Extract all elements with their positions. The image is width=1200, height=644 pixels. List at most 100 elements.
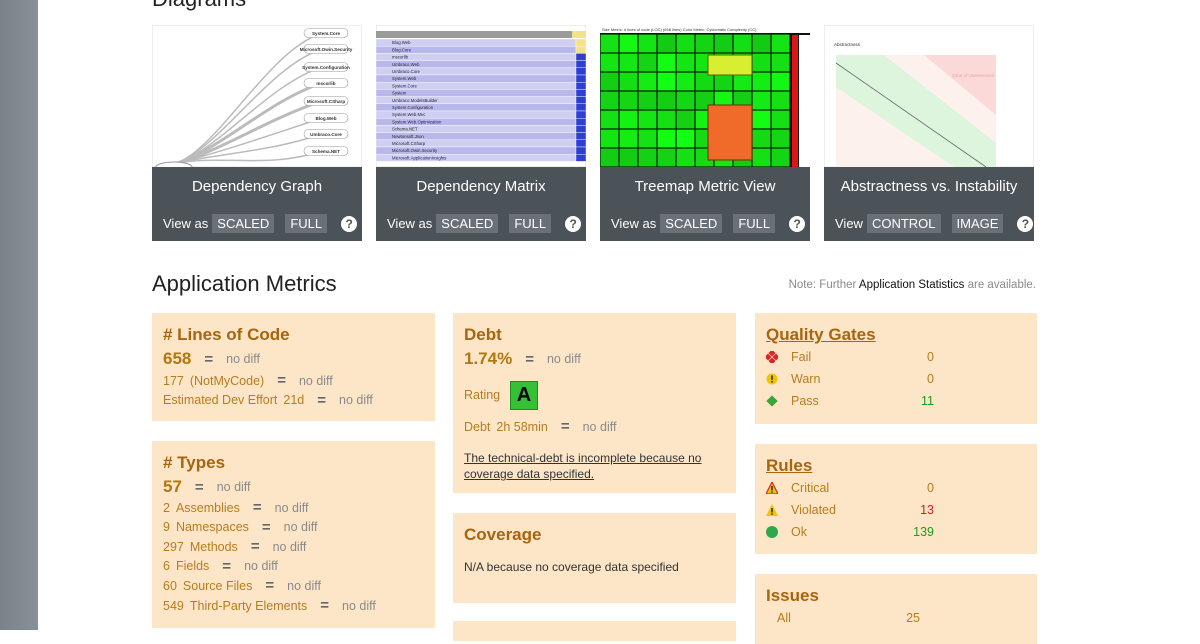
zone [836,55,996,167]
equal-sign: = [277,372,286,389]
main-value-row: 658 = no diff [163,349,260,369]
node-label: System.Core [312,31,341,36]
metric-parts: 60 Source Files [163,579,252,593]
metric-parts: 2 Assemblies [163,501,240,515]
diagram-card: Abstractness Zone of Uselessness Abstractn… [823,24,1035,241]
matrix-cell [575,96,587,104]
matrix-cell [575,38,587,47]
metric-row: 297 Methods = no diff [163,538,306,555]
tile [600,91,619,110]
zone [924,55,996,115]
help-icon[interactable]: ? [789,216,806,232]
tile [638,53,657,72]
view-button[interactable]: FULL [285,214,328,233]
tile [676,34,695,53]
node [303,113,349,123]
diff: no diff [546,352,581,366]
node [303,28,349,38]
view-button[interactable]: IMAGE [951,214,1004,233]
node-label: Microsoft.Owin.Security [300,47,353,52]
view-button[interactable]: CONTROL [866,214,941,233]
thumbnail[interactable]: Blog.Web Blog.Core mscorlib Umbraco.Web Umbr… [375,24,587,168]
row-label: System.Web.Mvc [392,112,426,117]
main-value: 658 [163,349,192,368]
matrix-cell [575,139,587,148]
rating-grade: A [510,381,538,410]
metric-part: 9 [163,520,170,535]
matrix-cell [575,60,587,68]
node-label: Schema.NET [312,149,340,154]
metric-panel: # Types 57 = no diff 2 Assemblies = no diff 9 Nam… [152,441,435,628]
tile [600,34,619,53]
icon-part [771,508,773,513]
status-row: Ok 139 [766,525,1026,539]
tile [600,53,619,72]
metric-part: Debt [464,419,491,434]
metric-part: 60 [163,578,177,593]
metric-panel [453,621,736,641]
tile [676,72,695,91]
tile [752,72,771,91]
statistics-link[interactable]: Application Statistics [858,279,965,291]
help-icon[interactable]: ? [341,216,358,232]
diff: no diff [283,520,318,535]
row-label: Microsoft.CSharp [392,141,426,146]
diff: no diff [274,500,309,515]
thumbnail[interactable]: Abstractness Zone of Uselessness [823,24,1035,168]
tile [619,53,638,72]
diff: no diff [287,578,321,593]
view-button[interactable]: SCALED [436,214,499,233]
thumbnail[interactable]: System.Core Microsoft.Owin.Security System… [151,24,363,173]
metric-part: 177 [163,373,184,388]
tile [657,34,676,53]
status-value: 11 [921,394,934,408]
metric-row: Debt 2h 58min = no diff [464,418,616,435]
metric-part: 549 [163,598,184,613]
metric-part: Namespaces [175,520,249,535]
help-icon[interactable]: ? [1017,216,1034,232]
matrix-cell [575,67,587,76]
view-button[interactable]: SCALED [660,214,723,233]
icon-part [768,357,776,363]
thumbnail[interactable]: Size Metric: # lines of code (LOC) (658 … [600,25,810,167]
row-label: Blog.Web [392,40,411,45]
metric-row: 60 Source Files = no diff [163,577,321,594]
tile [771,72,790,91]
status-value: 0 [927,350,934,364]
view-label: View as [387,216,433,231]
node-label: mscorlib [316,81,335,86]
card-footer: Dependency Matrix View as SCALED FULL? [376,167,586,241]
tile [771,110,790,129]
view-button[interactable]: SCALED [212,214,275,233]
row-label: Umbraco.Web [392,62,420,67]
node [303,44,349,54]
metric-part: (NotMyCode) [189,373,265,388]
metric-parts: 6 Fields [163,559,209,573]
tile [638,110,657,129]
equal-sign: = [525,350,534,368]
view-button[interactable]: FULL [509,214,552,233]
card-title: Abstractness vs. Instability [840,178,1018,195]
metric-part: Methods [189,539,238,554]
metric-row: 549 Third-Party Elements = no diff [163,597,376,614]
tile [714,34,733,53]
view-button[interactable]: FULL [733,214,776,233]
status-row: Violated 13 [766,503,1026,517]
panel-title: Quality Gates [766,325,876,344]
tile [792,35,798,167]
help-icon[interactable]: ? [565,216,582,232]
icon-part [771,375,773,380]
debt-note: The technical-debt is incomplete because… [464,451,702,481]
icon-part [768,351,776,357]
status-row: Critical 0 [766,481,1026,495]
matrix-cell [575,153,587,162]
header [600,25,810,33]
row-label: System.Web.Optimization [392,119,442,124]
tile [752,129,771,148]
icon-part [771,513,773,515]
matrix-cell [575,53,587,61]
status-icon [766,351,778,363]
icon-part [766,526,778,538]
tile [676,53,695,72]
row-label: System [392,91,407,96]
